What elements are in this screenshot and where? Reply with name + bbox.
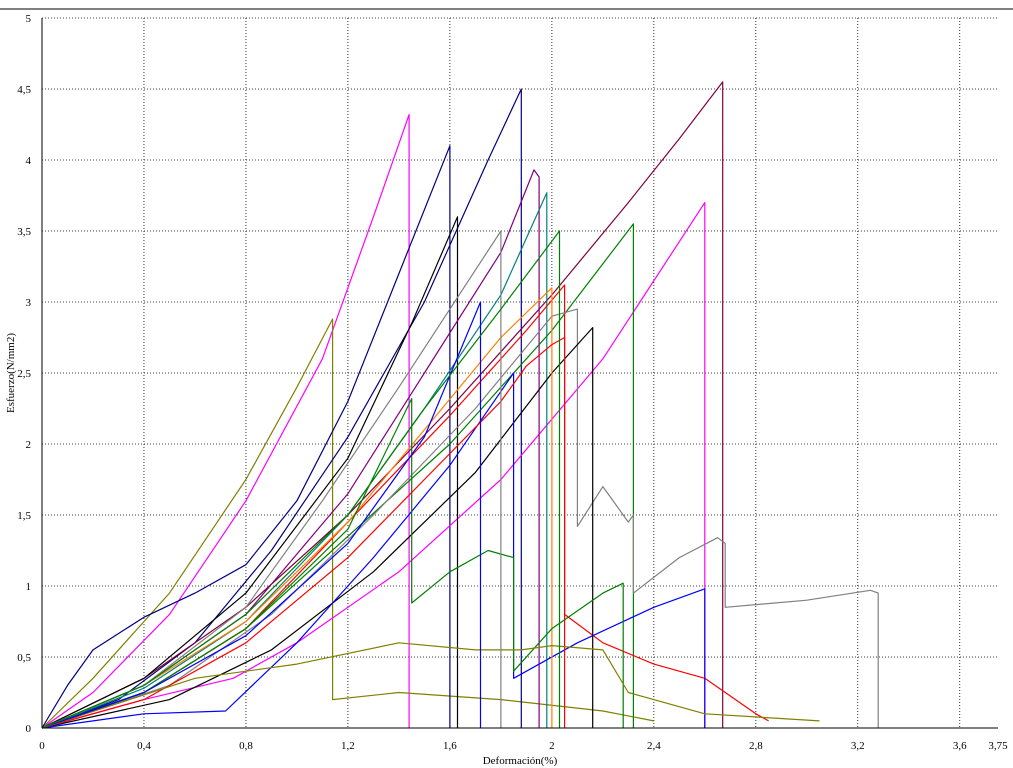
y-tick-label-2: 1 — [26, 581, 32, 593]
x-tick-label-10: 3,75 — [988, 740, 1008, 752]
y-tick-label-9: 4,5 — [17, 84, 31, 96]
y-tick-label-5: 2,5 — [17, 368, 31, 380]
series-line-15 — [41, 287, 553, 729]
series-line-2 — [41, 318, 654, 729]
x-tick-label-2: 0,8 — [239, 740, 253, 752]
x-tick-label-3: 1,2 — [341, 740, 355, 752]
y-tick-label-10: 5 — [26, 13, 32, 25]
series-line-4 — [41, 88, 522, 729]
x-tick-labels: 0 0,4 0,8 1,2 1,6 2 2,4 2,8 3,2 3,6 3,75 — [39, 740, 1008, 752]
x-tick-label-9: 3,6 — [953, 740, 967, 752]
y-tick-label-1: 0,5 — [17, 652, 31, 664]
x-tick-label-1: 0,4 — [137, 740, 151, 752]
series-line-21 — [41, 230, 561, 729]
x-tick-label-0: 0 — [39, 740, 45, 752]
series-line-6 — [41, 202, 706, 729]
axes — [41, 18, 998, 729]
series-line-16 — [41, 398, 624, 729]
series-line-7 — [41, 216, 459, 729]
y-tick-label-4: 2 — [26, 439, 32, 451]
series-line-14 — [41, 372, 706, 729]
y-tick-label-0: 0 — [26, 723, 32, 735]
x-tick-label-8: 3,2 — [851, 740, 865, 752]
series-line-1 — [41, 113, 410, 729]
x-axis-title: Deformación(%) — [483, 755, 558, 767]
y-axis-title: Esfuerzo(N/mm2) — [5, 333, 17, 413]
x-tick-label-5: 2 — [549, 740, 555, 752]
y-tick-label-8: 4 — [26, 155, 32, 167]
series-line-17 — [41, 336, 566, 729]
series-line-20 — [41, 230, 502, 729]
x-tick-label-4: 1,6 — [443, 740, 457, 752]
y-tick-label-7: 3,5 — [17, 226, 31, 238]
series-line-12 — [41, 308, 879, 729]
series-line-19 — [41, 301, 482, 729]
x-tick-label-7: 2,8 — [749, 740, 763, 752]
series-line-3 — [41, 145, 451, 729]
x-tick-label-6: 2,4 — [647, 740, 661, 752]
y-tick-label-3: 1,5 — [17, 510, 31, 522]
series-group — [41, 81, 879, 729]
y-tick-label-6: 3 — [26, 297, 32, 309]
series-line-13 — [41, 327, 594, 729]
series-line-18 — [41, 642, 820, 729]
y-tick-labels: 0 0,5 1 1,5 2 2,5 3 3,5 4 4,5 5 — [17, 13, 31, 735]
